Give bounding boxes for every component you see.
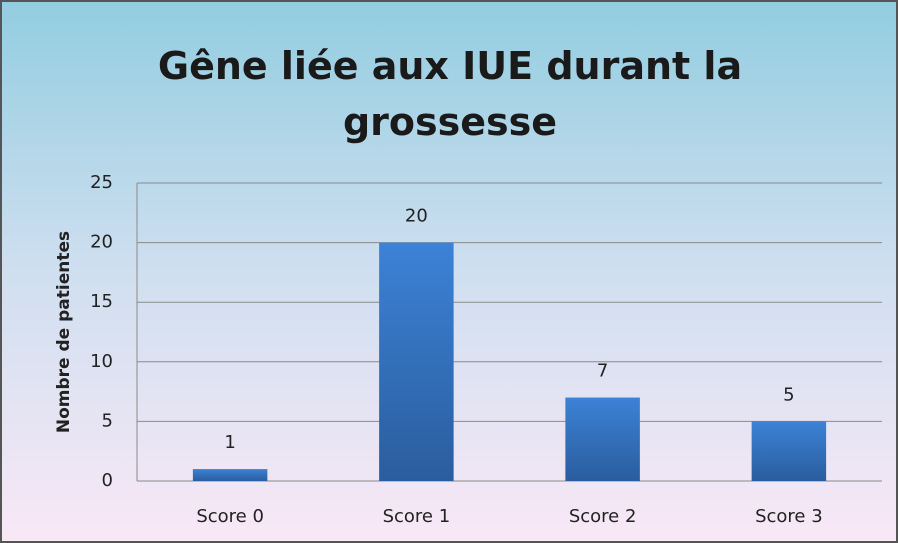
x-tick-label: Score 2 xyxy=(569,506,637,527)
bar xyxy=(565,397,640,481)
y-tick-label: 15 xyxy=(90,291,113,312)
data-label: 7 xyxy=(597,361,608,382)
y-tick-label: 5 xyxy=(102,410,113,431)
x-tick-label: Score 3 xyxy=(755,506,823,527)
chart-title: Gêne liée aux IUE durant la grossesse xyxy=(157,44,743,144)
y-tick-label: 10 xyxy=(90,351,113,372)
data-label: 5 xyxy=(783,384,794,405)
bar xyxy=(379,242,454,481)
y-tick-label: 20 xyxy=(90,232,113,253)
x-tick-label: Score 0 xyxy=(196,506,264,527)
y-tick-label: 25 xyxy=(90,172,113,193)
data-label: 20 xyxy=(405,206,428,227)
y-tick-label: 0 xyxy=(102,470,113,491)
x-tick-label: Score 1 xyxy=(383,506,451,527)
bar xyxy=(751,421,827,481)
data-label: 1 xyxy=(224,432,235,453)
y-axis-label: Nombre de patientes xyxy=(54,231,74,433)
bar xyxy=(192,469,268,481)
